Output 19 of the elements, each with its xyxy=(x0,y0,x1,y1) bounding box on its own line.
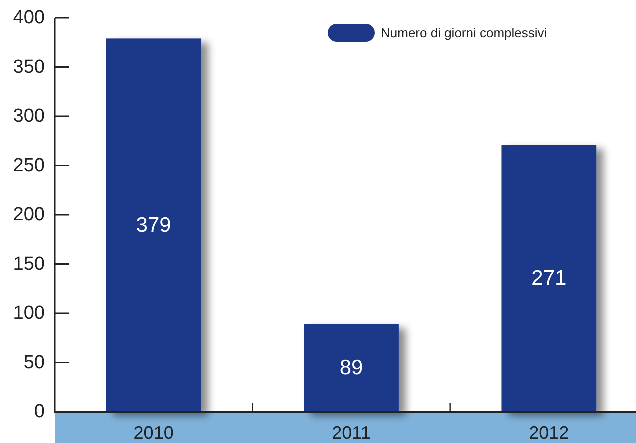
bar xyxy=(304,324,399,412)
x-tick-label: 2011 xyxy=(332,423,371,443)
data-label: 89 xyxy=(340,356,364,380)
y-tick-label: 50 xyxy=(24,352,45,374)
x-tick-label: 2012 xyxy=(529,423,570,443)
y-tick-label: 150 xyxy=(13,254,45,275)
legend-label: Numero di giorni complessivi xyxy=(381,26,548,40)
bar xyxy=(502,145,597,412)
y-tick-label: 0 xyxy=(34,402,45,422)
y-tick-label: 250 xyxy=(13,155,45,176)
data-label: 379 xyxy=(136,214,172,237)
y-tick-label: 200 xyxy=(13,204,45,226)
bar xyxy=(106,38,202,412)
y-tick-label: 100 xyxy=(13,303,45,324)
y-tick-label: 350 xyxy=(13,56,45,78)
y-tick-label: 400 xyxy=(13,8,45,28)
y-tick-label: 300 xyxy=(13,106,45,127)
x-tick-label: 2010 xyxy=(134,423,174,443)
data-label: 271 xyxy=(532,267,567,290)
